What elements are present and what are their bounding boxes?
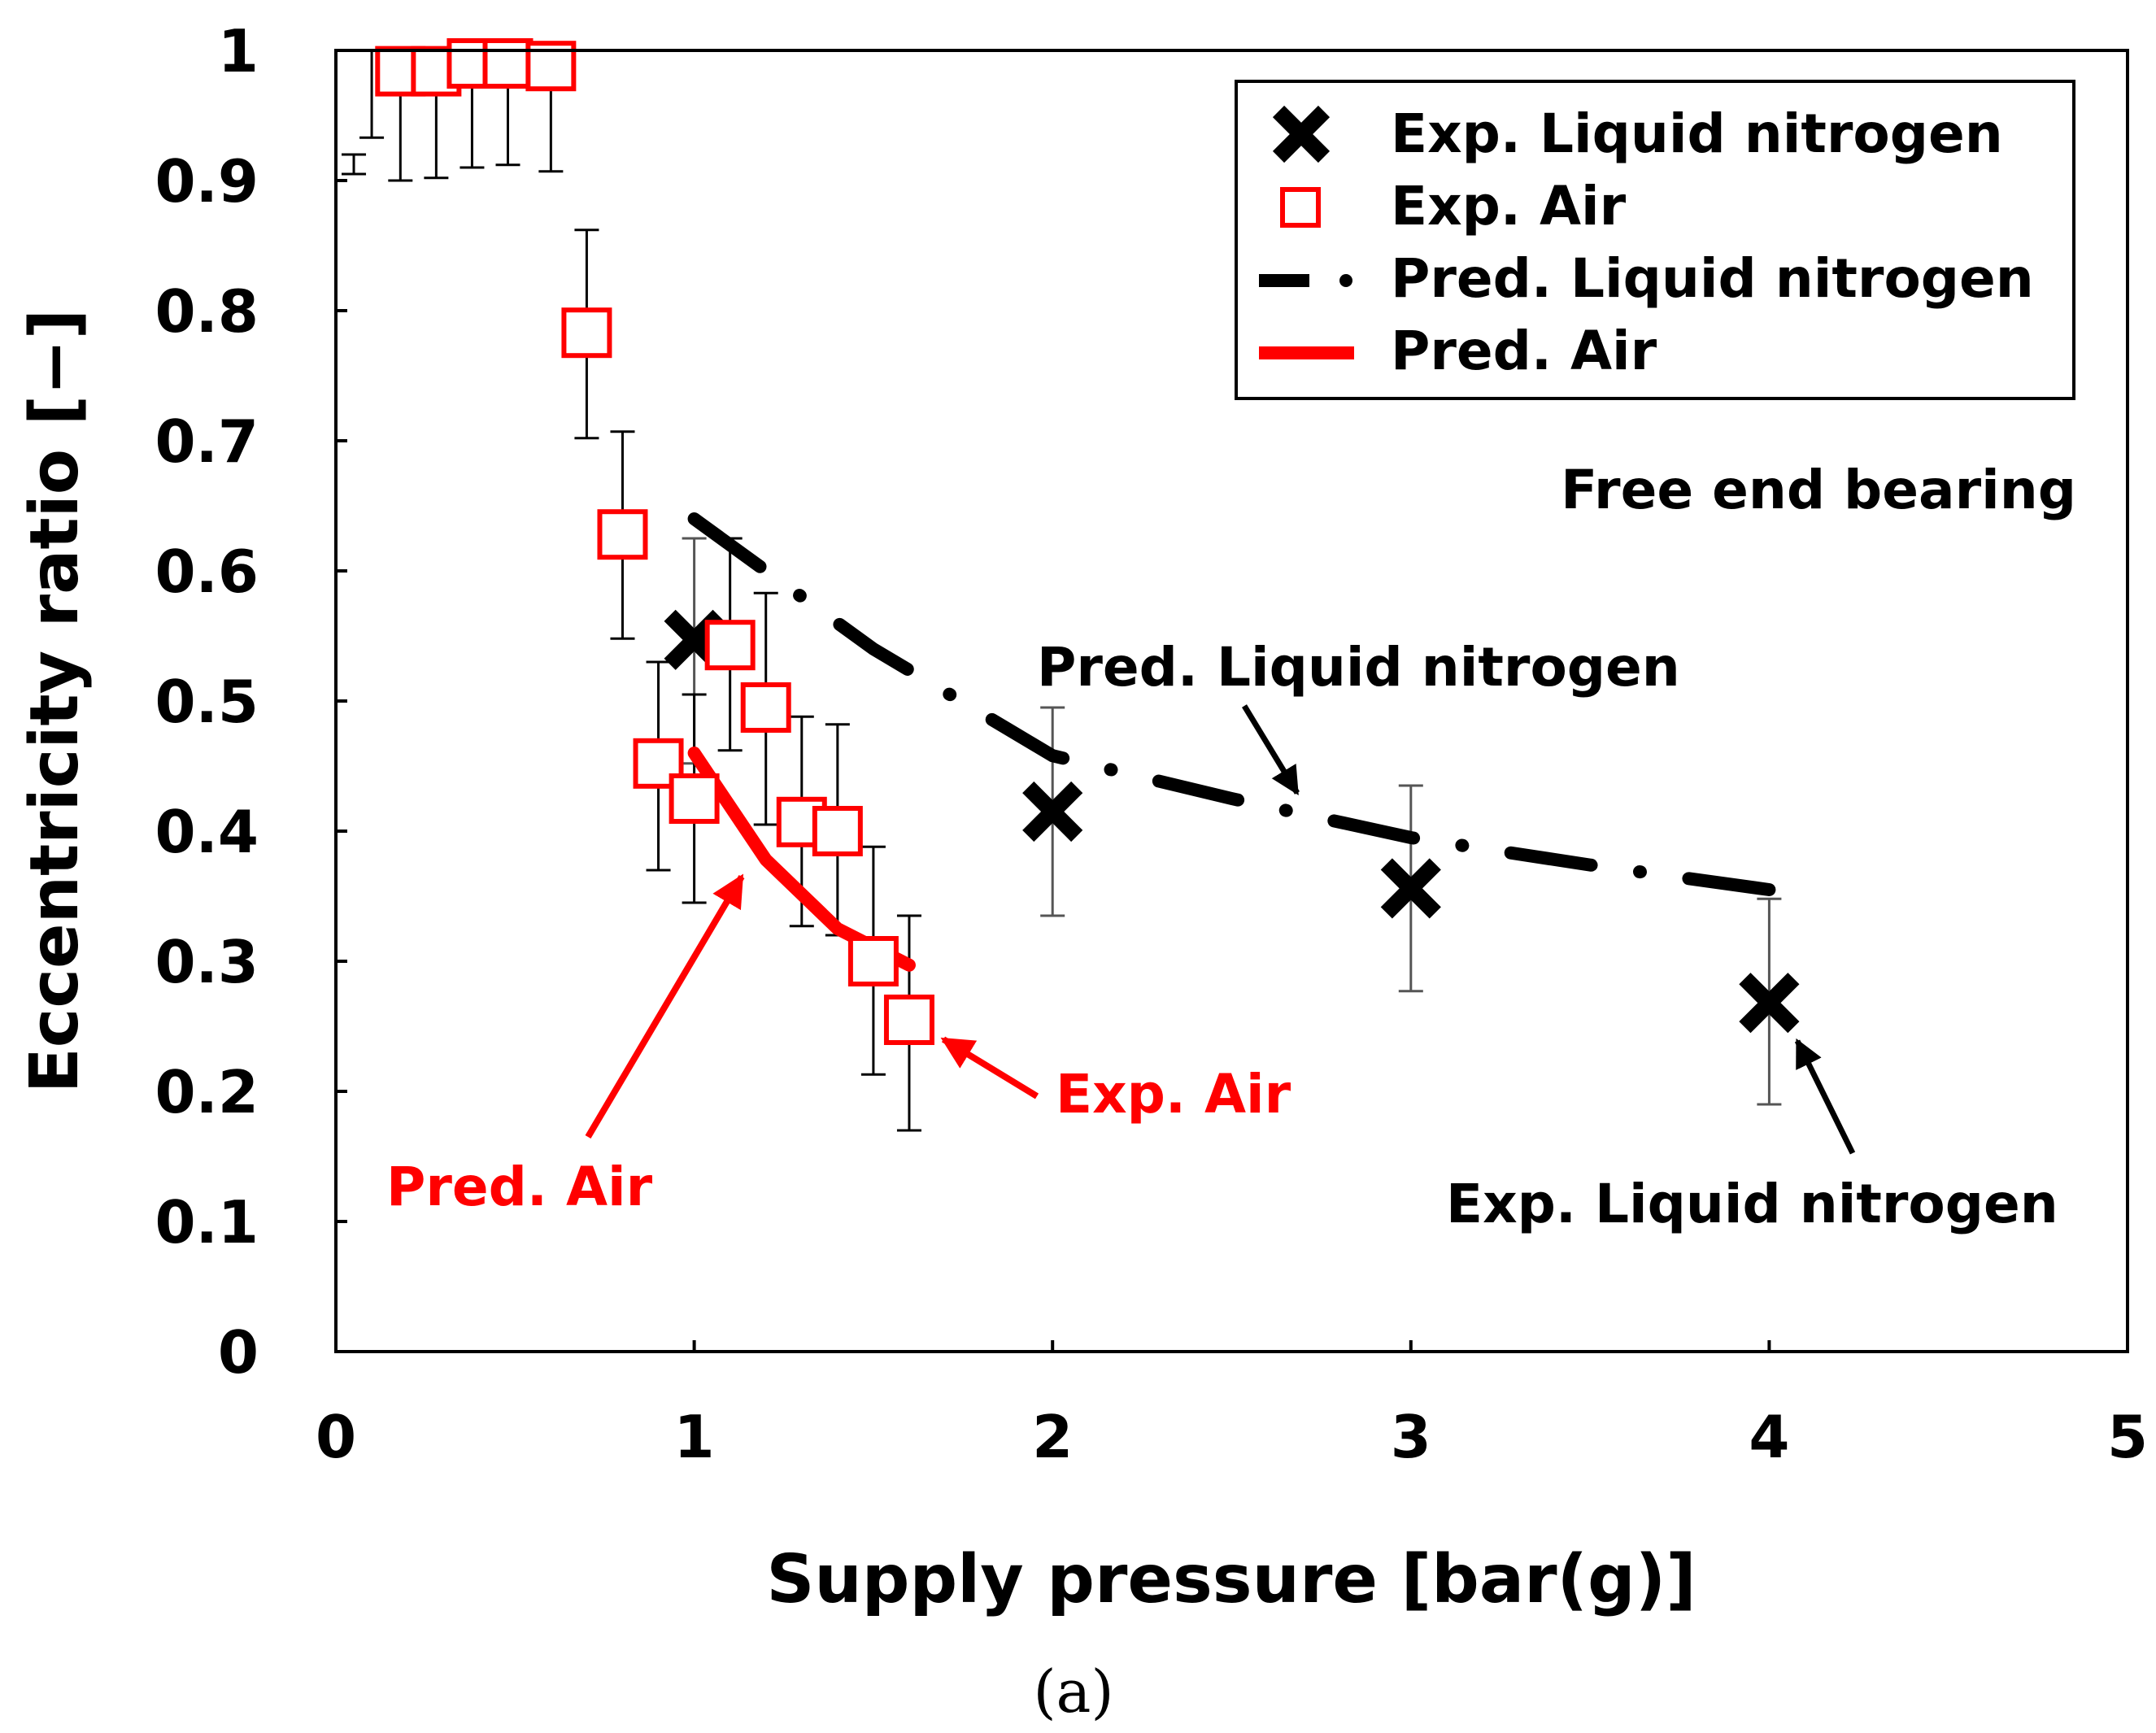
- exp-air-marker: [597, 509, 648, 560]
- exp-air-marker: [482, 38, 534, 89]
- x-axis-label: Supply pressure [bar(g)]: [766, 1541, 1696, 1618]
- legend-box: [1235, 80, 2075, 400]
- y-tick-label: 0.5: [155, 668, 259, 736]
- y-tick-label: 0.4: [155, 798, 259, 866]
- annotation-pred-air: Pred. Air: [386, 1156, 653, 1218]
- annotation-exp-air: Exp. Air: [1056, 1063, 1291, 1126]
- y-tick-label: 0.6: [155, 538, 259, 606]
- y-axis-label: Eccentricity ratio [−]: [16, 309, 94, 1094]
- legend-marker-exp-liquid-nitrogen: [1272, 105, 1331, 163]
- legend-marker-exp-air: [1280, 187, 1321, 228]
- legend-label-pred-liquid-nitrogen: Pred. Liquid nitrogen: [1391, 247, 2034, 310]
- x-stroke: [1739, 973, 1800, 1034]
- y-tick-label: 1: [218, 17, 259, 85]
- y-tick-label: 0.8: [155, 277, 259, 346]
- exp-air-marker: [740, 682, 791, 733]
- exp-liquid-nitrogen-marker: [1739, 973, 1800, 1034]
- prediction-lines: [687, 512, 1776, 972]
- x-tick-label: 0: [316, 1403, 356, 1471]
- y-tick-label: 0.7: [155, 407, 259, 476]
- x-tick-label: 4: [1749, 1403, 1789, 1471]
- y-tick-label: 0.3: [155, 928, 259, 996]
- axis-ticks: 0 1 2 3 4 5 0 0.1 0.2 0.3 0.4 0.5 0.6 0.7 0.8 0.9 1: [155, 17, 2148, 1471]
- legend-label-pred-air: Pred. Air: [1391, 320, 1657, 382]
- exp-air-marker: [561, 307, 612, 359]
- pred-liquid-nitrogen-line: [687, 512, 1776, 896]
- legend: Exp. Liquid nitrogen Exp. Air Pred. Liqu…: [1235, 80, 2075, 400]
- legend-line-pred-liquid-nitrogen: [1259, 274, 1352, 287]
- y-tick-label: 0.1: [155, 1188, 259, 1256]
- y-tick-label: 0.9: [155, 147, 259, 216]
- arrow-pred-air: [585, 873, 745, 1139]
- figure-caption: (a): [1033, 1657, 1113, 1726]
- exp-air-marker: [883, 995, 934, 1045]
- annotation-exp-liquid-nitrogen: Exp. Liquid nitrogen: [1446, 1173, 2058, 1235]
- data-markers: [375, 38, 1800, 1045]
- exp-air-marker: [669, 773, 720, 824]
- x-tick-label: 1: [674, 1403, 715, 1471]
- x-tick-label: 3: [1391, 1403, 1431, 1471]
- arrow-pred-liquid-nitrogen: [1242, 704, 1300, 795]
- arrow-exp-liquid-nitrogen: [1794, 1038, 1856, 1155]
- y-tick-label: 0: [218, 1318, 259, 1387]
- x-stroke: [1022, 781, 1083, 843]
- legend-label-exp-air: Exp. Air: [1391, 175, 1627, 237]
- exp-air-marker: [704, 620, 756, 671]
- exp-liquid-nitrogen-marker: [1380, 858, 1441, 919]
- annotation-free-end-bearing: Free end bearing: [1561, 459, 2076, 521]
- annotation-pred-liquid-nitrogen: Pred. Liquid nitrogen: [1037, 636, 1680, 699]
- exp-air-marker: [847, 936, 899, 986]
- exp-liquid-nitrogen-marker: [1022, 781, 1083, 843]
- exp-air-marker: [812, 806, 863, 856]
- legend-label-exp-liquid-nitrogen: Exp. Liquid nitrogen: [1391, 102, 2003, 165]
- arrow-exp-air: [940, 1036, 1039, 1099]
- x-stroke: [1380, 858, 1441, 919]
- annotations: Free end bearing Pred. Liquid nitrogen E…: [386, 459, 2076, 1235]
- x-tick-label: 2: [1032, 1403, 1073, 1471]
- y-tick-label: 0.2: [155, 1058, 259, 1126]
- x-tick-label: 5: [2107, 1403, 2148, 1471]
